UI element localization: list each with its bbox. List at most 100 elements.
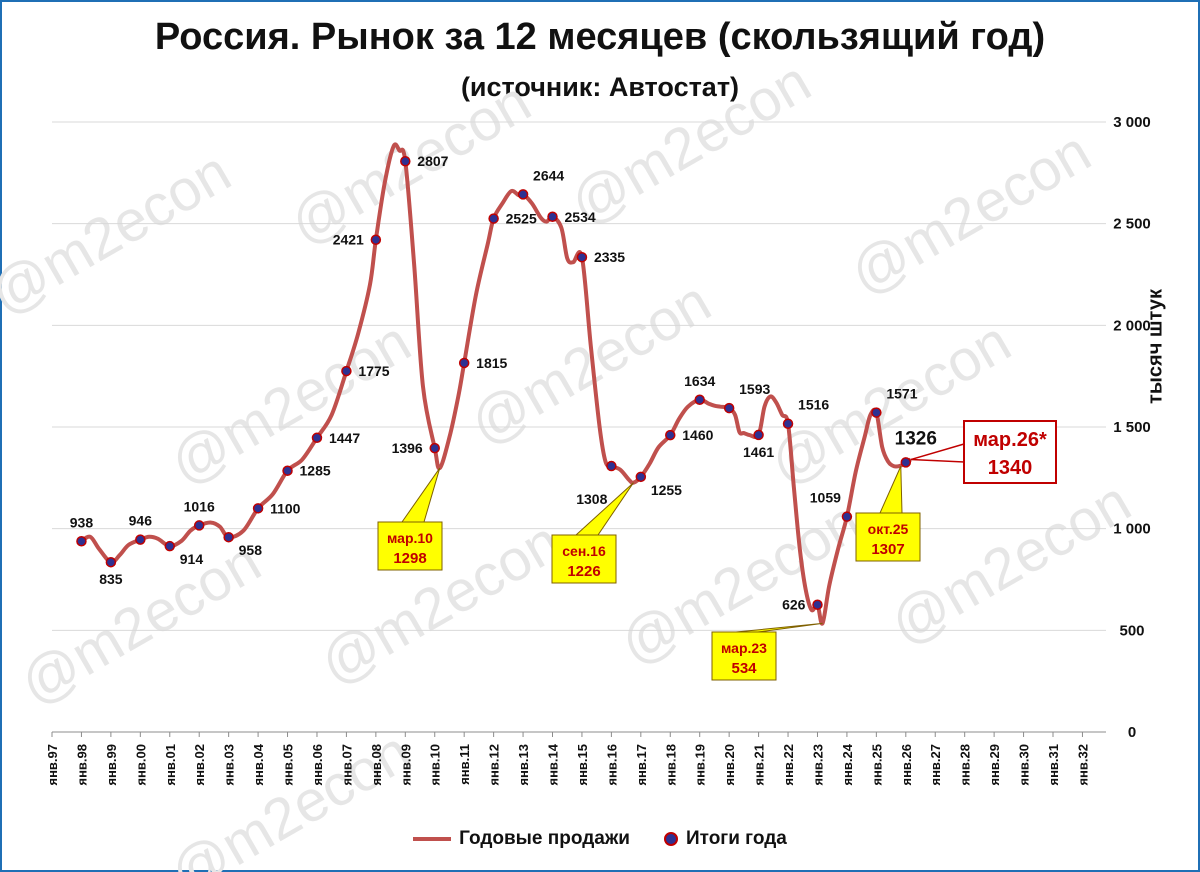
data-label: 914: [180, 551, 204, 567]
callout-value: 1226: [567, 563, 600, 580]
legend-dot-swatch: [663, 832, 678, 846]
data-label: 2421: [333, 232, 364, 248]
callout-date: мар.23: [721, 640, 767, 656]
callout-value: 1307: [871, 541, 904, 558]
callout-date: окт.25: [868, 521, 909, 537]
callout-pointer: [401, 467, 441, 523]
x-tick-label: янв.09: [398, 744, 413, 786]
data-label: 1308: [576, 491, 607, 507]
data-label: 1775: [358, 363, 389, 379]
data-label: 2525: [506, 211, 537, 227]
year-end-point: [723, 402, 735, 414]
legend-line-swatch: [413, 837, 452, 841]
x-tick-label: янв.17: [634, 744, 649, 786]
x-tick-label: янв.99: [104, 744, 119, 786]
data-label: 1815: [476, 355, 507, 371]
data-label: 938: [70, 514, 94, 530]
x-tick-label: янв.25: [869, 744, 884, 786]
callout-box: [377, 521, 443, 571]
year-end-point: [370, 234, 382, 245]
x-tick-label: янв.97: [45, 744, 60, 786]
x-tick-label: янв.03: [222, 744, 237, 786]
callout-value: 534: [731, 660, 757, 677]
x-tick-label: янв.15: [575, 744, 590, 786]
data-label: 1571: [886, 386, 917, 402]
year-end-point: [576, 251, 588, 263]
year-end-point: [193, 520, 205, 531]
callout-box: [855, 512, 921, 562]
legend-item-line: Годовые продажи: [413, 828, 630, 850]
data-label: 1593: [739, 381, 770, 397]
callout-box: [711, 631, 777, 681]
year-end-point: [282, 465, 293, 476]
x-tick-label: янв.01: [163, 744, 178, 786]
x-tick-label: янв.05: [281, 744, 296, 786]
year-end-point: [76, 536, 87, 547]
x-tick-label: янв.04: [251, 743, 266, 785]
y-tick-label: 3 000: [1113, 114, 1151, 131]
x-tick-label: янв.22: [781, 744, 796, 786]
callout-box: [551, 534, 617, 584]
y-tick-label: 2 000: [1113, 317, 1151, 334]
callout: мар.23 534: [711, 622, 823, 681]
x-tick-label: янв.31: [1046, 744, 1061, 786]
data-label: 1634: [684, 373, 715, 389]
data-label: 1516: [798, 397, 829, 413]
legend-line-label: Годовые продажи: [459, 828, 630, 849]
data-label: 835: [99, 571, 123, 587]
year-end-point: [753, 429, 764, 441]
year-end-point: [606, 460, 617, 472]
callout: окт.25 1307: [855, 466, 921, 562]
x-tick-label: янв.24: [840, 743, 855, 785]
callout-pointer: [879, 466, 903, 514]
x-tick-label: янв.30: [1017, 744, 1032, 786]
y-tick-label: 1 500: [1113, 419, 1151, 436]
x-tick-label: янв.14: [546, 743, 561, 785]
callout-value: 1340: [988, 457, 1033, 479]
x-tick-label: янв.27: [928, 744, 943, 786]
data-label: 946: [129, 513, 153, 529]
series-line-annual-sales: [80, 142, 912, 626]
x-tick-label: янв.08: [369, 744, 384, 786]
callout-date: сен.16: [562, 543, 606, 559]
year-end-point: [429, 442, 440, 454]
watermark-text: @m2econ: [0, 139, 241, 328]
watermark-text: @m2econ: [9, 529, 271, 718]
callout-date: мар.26*: [973, 429, 1047, 451]
data-label: 1059: [810, 490, 841, 506]
data-label: 1396: [392, 440, 423, 456]
callout-date: мар.10: [387, 530, 433, 546]
y-tick-label: 1 000: [1113, 521, 1151, 538]
legend-dot-label: Итоги года: [685, 828, 787, 849]
legend-item-dots: Итоги года: [663, 828, 787, 850]
x-tick-label: янв.19: [693, 744, 708, 786]
data-label: 1461: [743, 444, 774, 460]
year-end-point: [458, 357, 470, 369]
x-tick-label: янв.23: [810, 744, 825, 786]
legend: Годовые продажи Итоги года: [0, 828, 1200, 850]
year-end-point: [782, 418, 794, 429]
year-end-point: [871, 407, 882, 418]
callout: мар.10 1298: [377, 467, 443, 571]
year-end-point: [812, 599, 823, 610]
year-end-point: [665, 429, 676, 441]
x-tick-label: янв.18: [663, 744, 678, 786]
callout-box: [963, 420, 1057, 484]
year-end-point: [400, 155, 411, 167]
year-end-point: [223, 531, 234, 543]
x-tick-label: янв.26: [899, 744, 914, 786]
x-tick-label: янв.29: [987, 744, 1002, 786]
x-tick-label: янв.21: [752, 744, 767, 786]
year-end-point: [135, 534, 146, 545]
chart-subtitle: (источник: Автостат): [460, 72, 740, 102]
year-end-point: [635, 471, 647, 483]
x-tick-label: янв.32: [1075, 744, 1090, 786]
x-tick-label: янв.13: [516, 744, 531, 786]
x-tick-label: янв.16: [604, 744, 619, 786]
x-tick-label: янв.07: [339, 744, 354, 786]
year-end-point: [252, 503, 264, 514]
data-label: 2644: [533, 167, 564, 183]
data-label: 626: [782, 597, 806, 613]
watermark-text: @m2econ: [879, 469, 1141, 658]
x-tick-label: янв.98: [74, 744, 89, 786]
